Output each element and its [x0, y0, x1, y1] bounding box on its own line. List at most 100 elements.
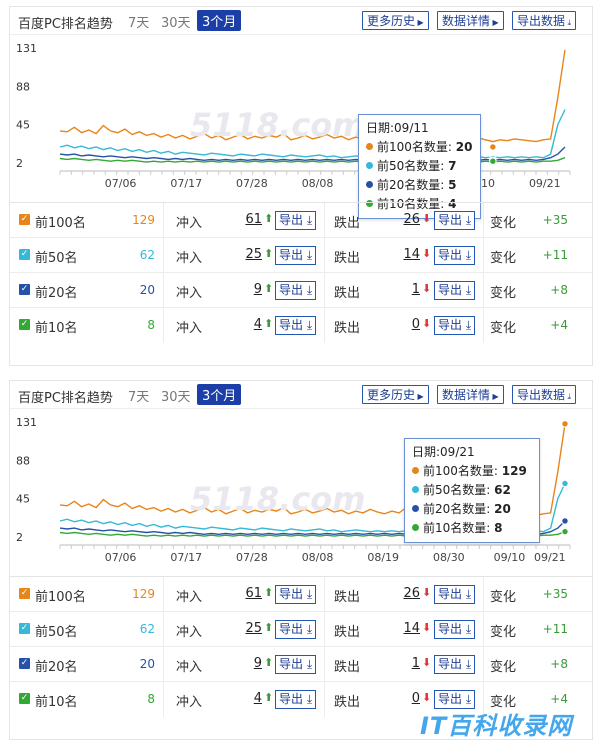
table-row: ✓ 前50名 62 冲入 25 ⬆ 导出 ⤓ 跌出 14 ⬇ 导出 ⤓ 变化 +11 [10, 238, 592, 273]
rush-in-count[interactable]: 9 [253, 282, 262, 297]
export-in-button[interactable]: 导出 ⤓ [275, 316, 317, 335]
x-tick-label: 07/28 [236, 551, 268, 564]
legend-dot-icon [366, 143, 373, 150]
drop-out-count[interactable]: 1 [411, 656, 420, 671]
period-tab-3m[interactable]: 3个月 [197, 10, 242, 31]
table-row: ✓ 前50名 62 冲入 25 ⬆ 导出 ⤓ 跌出 14 ⬇ 导出 ⤓ 变化 +11 [10, 612, 592, 647]
export-in-button[interactable]: 导出 ⤓ [275, 211, 317, 230]
drop-out-label: 跌出 [334, 695, 361, 710]
export-out-button[interactable]: 导出 ⤓ [434, 316, 476, 335]
export-out-button[interactable]: 导出 ⤓ [434, 246, 476, 265]
checkbox[interactable]: ✓ [19, 658, 30, 669]
checkbox[interactable]: ✓ [19, 319, 30, 330]
checkbox[interactable]: ✓ [19, 284, 30, 295]
more-history-label: 更多历史 [367, 388, 416, 402]
export-out-button[interactable]: 导出 ⤓ [434, 281, 476, 300]
period-tab-7d[interactable]: 7天 [128, 390, 150, 405]
hover-point[interactable] [561, 527, 569, 536]
legend-dot-icon [412, 486, 419, 493]
period-tab-30d[interactable]: 30天 [161, 16, 191, 31]
checkbox[interactable]: ✓ [19, 588, 30, 599]
legend-dot-icon [412, 505, 419, 512]
rush-in-count[interactable]: 25 [245, 621, 262, 636]
drop-out-count[interactable]: 0 [411, 317, 420, 332]
caret-right-icon: ▶ [415, 392, 424, 401]
change-label: 变化 [490, 660, 517, 675]
divider [163, 203, 164, 238]
rush-in-label: 冲入 [176, 590, 203, 605]
export-out-button[interactable]: 导出 ⤓ [434, 620, 476, 639]
change-value: +4 [550, 692, 568, 706]
export-out-button[interactable]: 导出 ⤓ [434, 690, 476, 709]
divider [324, 273, 325, 308]
arrow-down-icon: ⬇ [422, 247, 432, 260]
caret-right-icon: ▶ [415, 18, 424, 27]
export-out-button[interactable]: 导出 ⤓ [434, 655, 476, 674]
drop-out-label: 跌出 [334, 321, 361, 336]
legend-dot-icon [366, 162, 373, 169]
rush-in-count[interactable]: 61 [245, 586, 262, 601]
period-tab-30d[interactable]: 30天 [161, 390, 191, 405]
export-data-button[interactable]: 导出数据 ⤓ [512, 385, 577, 404]
x-tick-label: 08/08 [302, 551, 334, 564]
more-history-button[interactable]: 更多历史 ▶ [362, 385, 429, 404]
arrow-down-icon: ⬇ [422, 656, 432, 669]
change-value: +11 [542, 248, 568, 262]
checkbox[interactable]: ✓ [19, 249, 30, 260]
export-in-button[interactable]: 导出 ⤓ [275, 246, 317, 265]
change-label: 变化 [490, 321, 517, 336]
more-history-button[interactable]: 更多历史 ▶ [362, 11, 429, 30]
period-tab-7d[interactable]: 7天 [128, 16, 150, 31]
checkbox[interactable]: ✓ [19, 214, 30, 225]
data-detail-button[interactable]: 数据详情 ▶ [437, 385, 504, 404]
rank-count: 20 [139, 657, 155, 671]
rush-in-label: 冲入 [176, 251, 203, 266]
drop-out-count[interactable]: 1 [411, 282, 420, 297]
drop-out-count[interactable]: 14 [403, 621, 420, 636]
tooltip-row: 前50名数量: 7 [366, 157, 473, 176]
trend-chart: 131 88 45 2 07/06 07/17 07/28 08/08 08/19 08/30 09… [10, 410, 592, 575]
y-tick-label: 131 [16, 416, 37, 429]
x-tick-label: 08/08 [302, 177, 334, 190]
period-tab-3m[interactable]: 3个月 [197, 384, 242, 405]
drop-out-count[interactable]: 14 [403, 247, 420, 262]
rank-count: 62 [139, 622, 155, 636]
hover-point[interactable] [561, 420, 569, 428]
export-in-button[interactable]: 导出 ⤓ [275, 281, 317, 300]
rush-in-count[interactable]: 25 [245, 247, 262, 262]
export-in-button[interactable]: 导出 ⤓ [275, 690, 317, 709]
drop-out-count[interactable]: 26 [403, 212, 420, 227]
rank-level-label: 前50名 [35, 251, 78, 266]
rush-in-count[interactable]: 9 [253, 656, 262, 671]
export-in-button[interactable]: 导出 ⤓ [275, 655, 317, 674]
drop-out-count[interactable]: 26 [403, 586, 420, 601]
tooltip-value: 4 [448, 197, 457, 211]
hover-point[interactable] [561, 517, 569, 525]
checkbox[interactable]: ✓ [19, 693, 30, 704]
y-tick-label: 88 [16, 80, 30, 93]
export-out-button[interactable]: 导出 ⤓ [434, 585, 476, 604]
divider [163, 682, 164, 717]
panel-header: 百度PC排名趋势 7天 30天 3个月 更多历史 ▶ 数据详情 ▶ 导出数据 ⤓ [10, 381, 592, 409]
table-row: ✓ 前20名 20 冲入 9 ⬆ 导出 ⤓ 跌出 1 ⬇ 导出 ⤓ 变化 +8 [10, 647, 592, 682]
rush-in-count[interactable]: 4 [253, 691, 262, 706]
checkbox[interactable]: ✓ [19, 623, 30, 634]
hover-point[interactable] [489, 157, 497, 165]
hover-point[interactable] [489, 143, 497, 151]
export-in-button[interactable]: 导出 ⤓ [275, 585, 317, 604]
site-watermark: IT百科收录网 [420, 712, 573, 740]
export-data-label: 导出数据 [517, 388, 566, 402]
hover-point[interactable] [561, 479, 569, 488]
legend-dot-icon [412, 467, 419, 474]
export-out-button[interactable]: 导出 ⤓ [434, 211, 476, 230]
drop-out-count[interactable]: 0 [411, 691, 420, 706]
rush-in-count[interactable]: 4 [253, 317, 262, 332]
export-in-button[interactable]: 导出 ⤓ [275, 620, 317, 639]
rush-in-count[interactable]: 61 [245, 212, 262, 227]
caret-right-icon: ▶ [490, 18, 499, 27]
arrow-up-icon: ⬆ [264, 656, 274, 669]
data-detail-button[interactable]: 数据详情 ▶ [437, 11, 504, 30]
export-data-button[interactable]: 导出数据 ⤓ [512, 11, 577, 30]
rank-level-label: 前100名 [35, 216, 86, 231]
